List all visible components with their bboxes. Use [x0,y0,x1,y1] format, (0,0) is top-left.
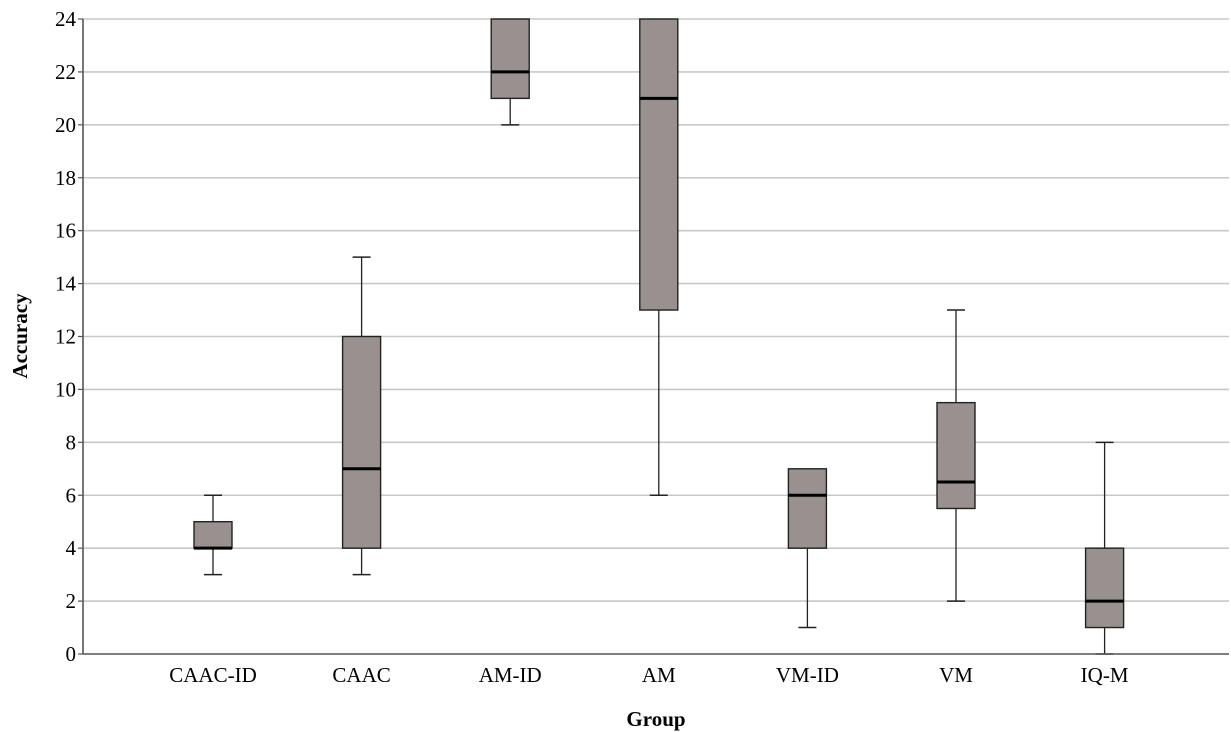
iqr-box [193,521,233,549]
iqr-box [1084,547,1125,629]
box-vm-id [787,468,828,629]
box-caac [341,256,382,576]
box-am [639,18,679,496]
x-tick-label: VM [939,663,973,687]
y-tick-label: 12 [55,325,76,349]
y-tick-label: 20 [55,113,76,137]
x-tick-label: AM-ID [479,663,542,687]
x-tick-label: VM-ID [776,663,839,687]
y-tick-label: 16 [55,219,76,243]
y-tick-label: 8 [66,430,77,454]
x-tick-labels: CAAC-ID CAAC AM-ID AM VM-ID VM IQ-M [169,663,1129,687]
x-axis-title: Group [626,707,685,731]
x-tick-label: AM [642,663,676,687]
y-tick-label: 4 [66,536,77,560]
iqr-box [639,18,679,311]
x-tick-label: CAAC [332,663,390,687]
y-tick-label: 24 [55,7,77,31]
boxes [193,18,1125,655]
iqr-box [490,18,530,100]
iqr-box [341,335,382,549]
y-tick-label: 2 [66,589,77,613]
iqr-box [936,401,976,510]
box-vm [936,309,976,602]
iqr-box [787,468,828,549]
y-tick-label: 18 [55,166,76,190]
box-caac-id [193,494,233,576]
y-tick-label: 22 [55,60,76,84]
y-tick-label: 10 [55,377,76,401]
y-tick-label: 6 [66,483,77,507]
box-am-id [490,18,530,126]
y-tick-label: 14 [55,272,77,296]
y-axis-title: Accuracy [8,293,32,379]
x-tick-label: CAAC-ID [169,663,257,687]
box-iq-m [1084,441,1125,655]
x-tick-label: IQ-M [1081,663,1129,687]
y-tick-label: 0 [66,642,77,666]
